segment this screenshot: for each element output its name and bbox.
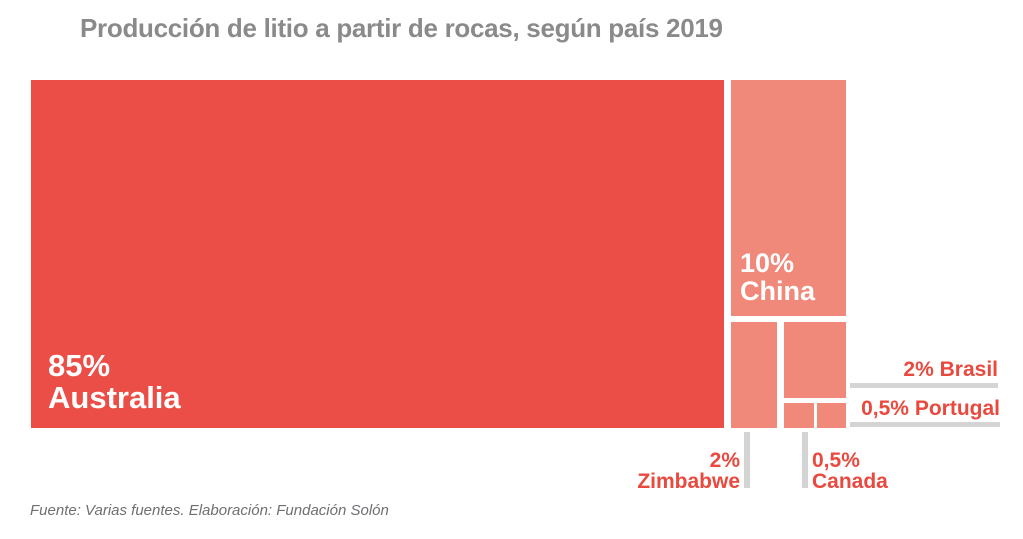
portugal-value-label: 0,5% bbox=[861, 397, 909, 420]
source-note: Fuente: Varias fuentes. Elaboración: Fun… bbox=[30, 502, 389, 519]
brasil-leader-line bbox=[850, 383, 998, 388]
canada-country-label: Canada bbox=[812, 470, 888, 493]
brasil-outside-label: 2% Brasil bbox=[903, 359, 998, 380]
zimbabwe-value-label: 2% bbox=[709, 449, 740, 472]
china-country-label: China bbox=[740, 275, 816, 306]
canada-leader-line bbox=[802, 432, 808, 488]
treemap-cell-portugal bbox=[817, 403, 846, 428]
brasil-country-label: Brasil bbox=[939, 358, 998, 381]
portugal-outside-label: 0,5% Portugal bbox=[861, 398, 1000, 419]
china-cell-label: 10% China bbox=[740, 249, 815, 305]
canada-outside-label: 0,5% Canada bbox=[812, 450, 888, 492]
australia-cell-label: 85% Australia bbox=[48, 347, 181, 415]
canada-value-label: 0,5% bbox=[812, 449, 860, 472]
treemap-cell-china: 10% China bbox=[731, 80, 846, 316]
brasil-value-label: 2% bbox=[903, 358, 934, 381]
treemap-cell-zimbabwe bbox=[731, 322, 777, 428]
zimbabwe-outside-label: 2% Zimbabwe bbox=[637, 450, 740, 492]
zimbabwe-leader-line bbox=[744, 432, 750, 488]
portugal-country-label: Portugal bbox=[914, 397, 1000, 420]
zimbabwe-country-label: Zimbabwe bbox=[637, 470, 740, 493]
portugal-leader-line bbox=[850, 422, 1000, 427]
china-value-label: 10% bbox=[740, 247, 795, 278]
treemap-cell-brasil bbox=[784, 322, 846, 398]
treemap-cell-canada bbox=[784, 403, 814, 428]
treemap-cell-australia: 85% Australia bbox=[31, 80, 724, 428]
chart-title: Producción de litio a partir de rocas, s… bbox=[80, 13, 723, 43]
australia-value-label: 85% bbox=[48, 347, 111, 383]
australia-country-label: Australia bbox=[48, 379, 181, 415]
